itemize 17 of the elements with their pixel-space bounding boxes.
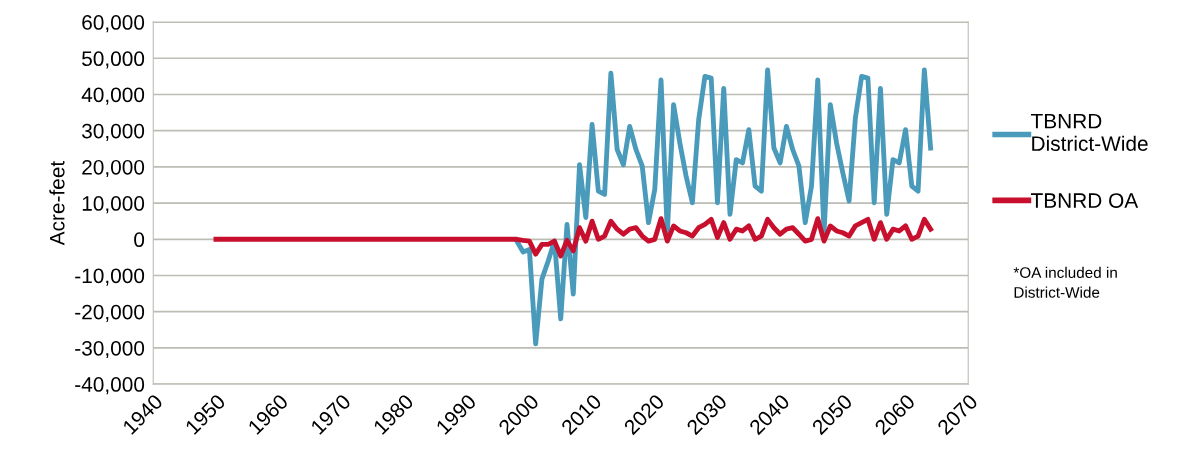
y-tick-label: 40,000 xyxy=(81,87,145,105)
y-tick-label: -30,000 xyxy=(75,340,145,359)
y-tick-label: 60,000 xyxy=(82,15,145,33)
y-tick-label: 50,000 xyxy=(82,51,145,69)
text: *OA included in District-Wide xyxy=(1013,266,1117,298)
legend-label: TBNRD District-Wide xyxy=(1031,114,1148,151)
y-tick-label: 20,000 xyxy=(82,159,145,178)
legend-label: TBNRD OA xyxy=(1031,193,1139,208)
y-axis-title: Acre-feet xyxy=(49,160,65,246)
y-tick-label: -40,000 xyxy=(75,377,145,395)
y-tick-label: -20,000 xyxy=(75,304,145,322)
line-series xyxy=(514,67,934,347)
y-tick-label: 0 xyxy=(134,232,145,248)
y-tick-label: 30,000 xyxy=(82,123,145,141)
y-tick-label: -10,000 xyxy=(75,268,145,286)
y-tick-label: 10,000 xyxy=(82,196,145,214)
line-series xyxy=(213,216,934,259)
